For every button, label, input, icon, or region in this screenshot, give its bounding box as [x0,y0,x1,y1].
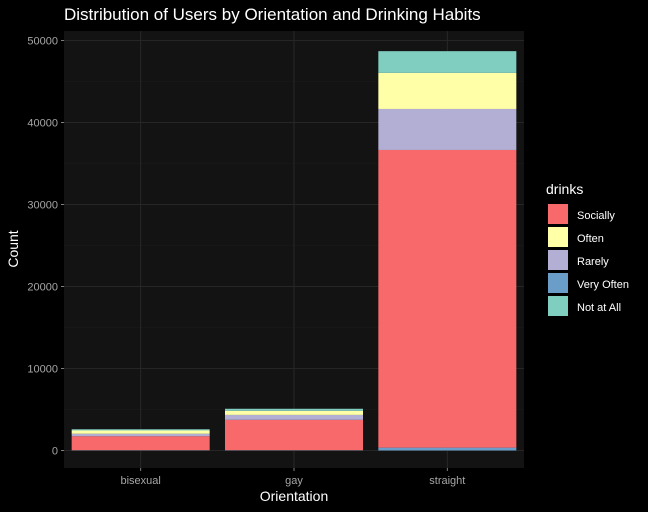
y-tick-label: 50000 [27,36,58,48]
legend-swatch [548,227,568,247]
bar-segment [225,410,363,415]
legend-title: drinks [546,181,583,197]
bar-segment [225,408,363,411]
y-tick-label: 30000 [27,200,58,212]
legend-swatch [548,250,568,270]
bar-segment [71,430,210,434]
bar-segment [378,447,517,451]
x-axis-ticks: bisexual gay straight [120,468,465,487]
y-axis-title: Count [5,230,21,267]
x-tick-label: gay [285,475,303,487]
y-tick-label: 20000 [27,282,58,294]
legend-label: Rarely [577,256,609,268]
x-axis-title: Orientation [260,488,328,504]
y-tick-label: 0 [52,446,58,458]
legend-label: Not at All [577,302,621,314]
legend-label: Very Often [577,279,629,291]
bar-segment [378,51,517,73]
legend-swatch [548,296,568,316]
legend-swatch [548,273,568,293]
legend-label: Often [577,233,604,245]
x-tick-label: straight [429,475,465,487]
bar-segment [378,149,517,448]
bar-segment [378,72,517,109]
bar-segment [378,108,517,150]
chart-title: Distribution of Users by Orientation and… [64,5,481,24]
legend-label: Socially [577,210,615,222]
legend: drinks Socially Often Rarely Very Often Not … [546,181,629,316]
x-tick-label: bisexual [120,475,160,487]
bars [71,51,517,451]
legend-swatch [548,204,568,224]
bar-segment [71,433,210,437]
y-tick-label: 40000 [27,118,58,130]
y-axis-ticks: 0 10000 20000 30000 40000 50000 [27,36,64,458]
bar-segment [225,414,363,420]
bar-segment [71,436,210,451]
y-tick-label: 10000 [27,364,58,376]
bar-segment [225,419,363,451]
bar-segment [71,429,210,431]
